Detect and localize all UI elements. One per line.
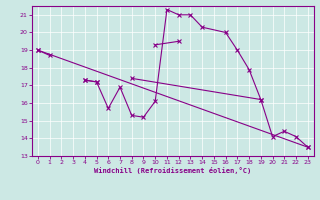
X-axis label: Windchill (Refroidissement éolien,°C): Windchill (Refroidissement éolien,°C) <box>94 167 252 174</box>
